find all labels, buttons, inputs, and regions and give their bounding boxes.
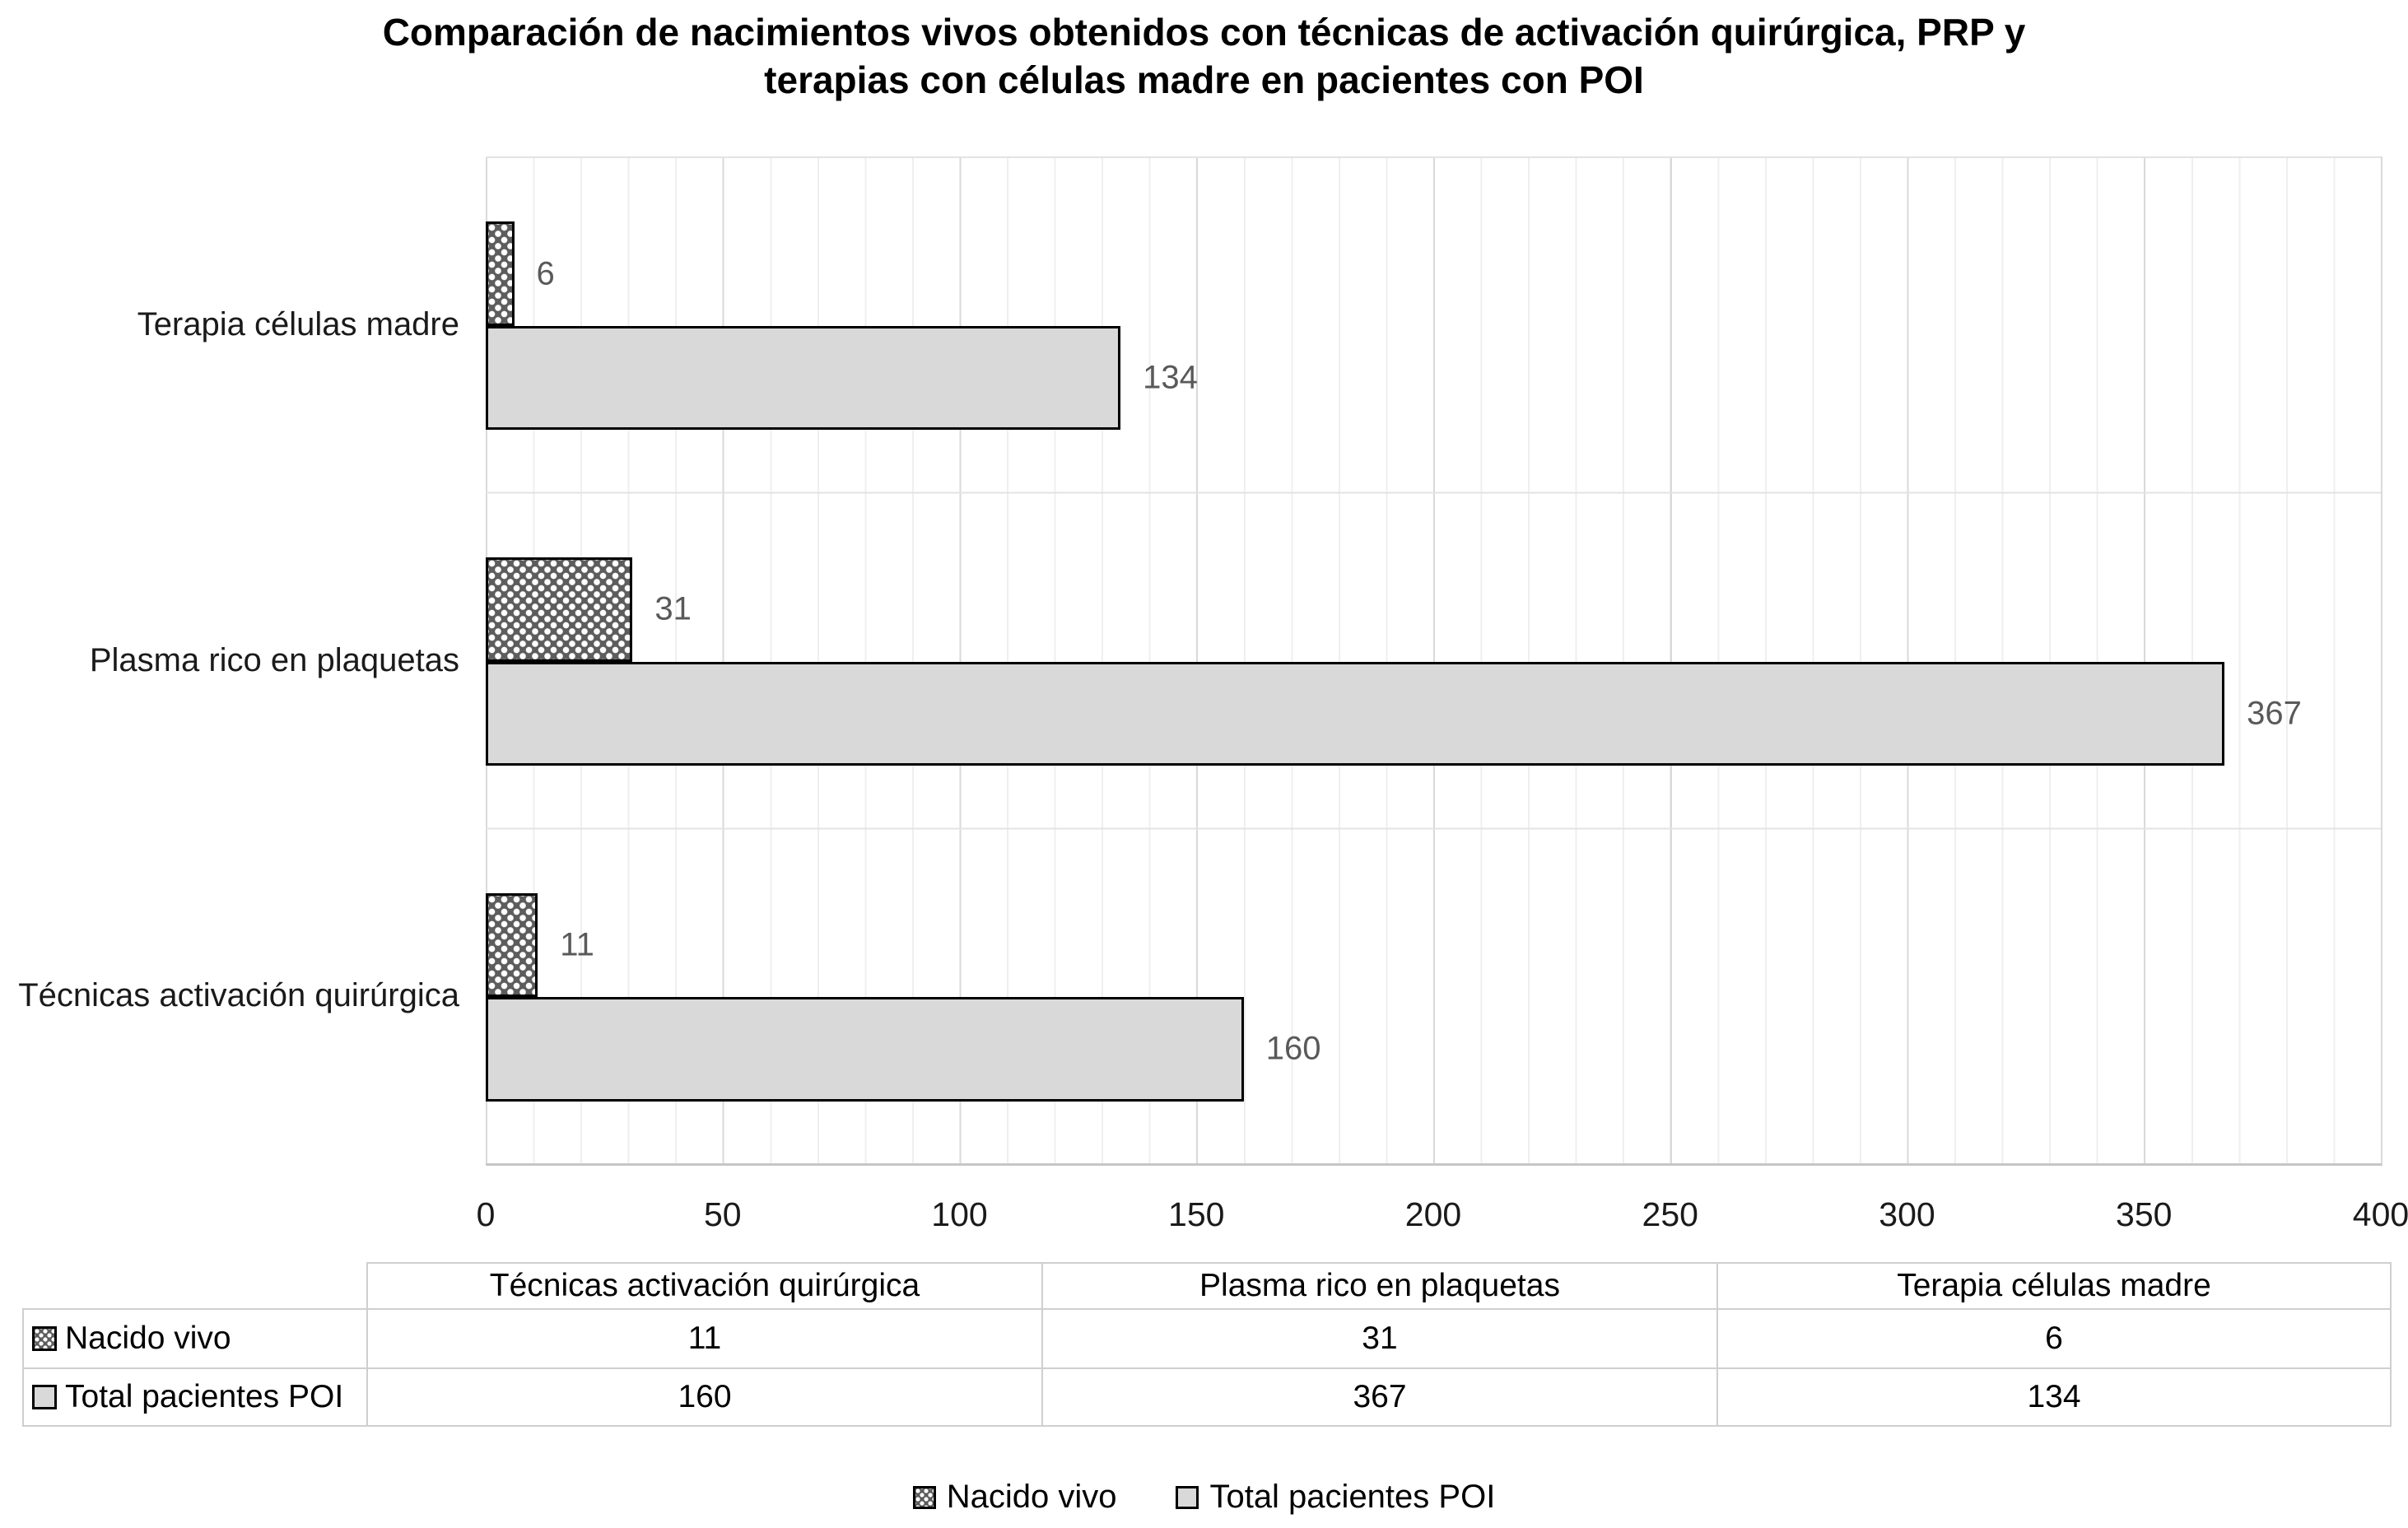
data-label: 160 [1265,1030,1321,1067]
bar-total-pacientes-poi: 134 [486,325,1198,431]
bar-nacido-vivo: 31 [486,557,692,662]
legend-item-total-poi: Total pacientes POI [1176,1479,1495,1516]
table-cell: 31 [1041,1308,1716,1367]
table-header-terapia: Terapia células madre [1716,1262,2392,1308]
table-cell: 134 [1716,1367,2392,1427]
table-row-label-nacido-vivo: Nacido vivo [22,1308,366,1367]
bar-nacido-vivo: 6 [486,221,555,326]
chart-title-line-1: Comparación de nacimientos vivos obtenid… [382,11,2026,54]
band-tecnicas-activacion: 11 160 [486,827,2381,1163]
data-label: 134 [1143,359,1198,396]
table-cell: 367 [1041,1367,1716,1427]
plot-area: 6 134 31 367 11 160 [486,156,2382,1166]
bar-nacido-vivo: 11 [486,892,594,998]
data-label: 31 [654,590,692,627]
table-row-label-total-poi: Total pacientes POI [22,1367,366,1427]
x-axis: 0 50 100 150 200 250 300 350 400 [477,1195,2408,1240]
x-tick: 350 [2116,1195,2173,1233]
band-plasma-rico-en-plaquetas: 31 367 [486,492,2381,828]
nacido-vivo-pattern-swatch-icon [912,1485,936,1509]
data-label: 367 [2247,695,2302,732]
series-name: Nacido vivo [65,1321,231,1356]
series-name: Total pacientes POI [65,1379,344,1414]
chart-title: Comparación de nacimientos vivos obtenid… [0,8,2408,104]
nacido-vivo-pattern-swatch-icon [32,1326,57,1351]
chart-title-line-2: terapias con células madre en pacientes … [764,58,1644,101]
category-label-tecnicas-activacion: Técnicas activación quirúrgica [18,977,459,1013]
data-table: Técnicas activación quirúrgica Plasma ri… [22,1262,2392,1427]
legend-item-nacido-vivo: Nacido vivo [912,1479,1117,1516]
bar-total-pacientes-poi: 367 [486,661,2302,766]
x-tick: 50 [703,1195,742,1233]
category-label-plasma-rico-en-plaquetas: Plasma rico en plaquetas [89,641,459,678]
table-cell: 11 [366,1308,1041,1367]
legend-label: Total pacientes POI [1209,1479,1496,1515]
table-stub-cell [22,1262,366,1308]
x-tick: 0 [476,1195,496,1233]
table-header-tecnicas: Técnicas activación quirúrgica [366,1262,1041,1308]
total-poi-solid-swatch-icon [1176,1485,1199,1509]
legend-label: Nacido vivo [946,1479,1117,1515]
data-label: 11 [560,926,594,963]
table-header-plasma: Plasma rico en plaquetas [1041,1262,1716,1308]
x-tick: 100 [931,1195,988,1233]
x-tick: 300 [1879,1195,1935,1233]
band-terapia-celulas-madre: 6 134 [486,156,2381,492]
table-cell: 160 [366,1367,1041,1427]
x-tick: 250 [1642,1195,1698,1233]
bar-total-pacientes-poi: 160 [486,997,1321,1102]
total-poi-solid-swatch-icon [32,1385,57,1409]
x-tick: 150 [1168,1195,1225,1233]
category-label-terapia-celulas-madre: Terapia células madre [137,305,459,342]
x-tick: 400 [2352,1195,2408,1233]
data-label: 6 [536,255,555,292]
legend: Nacido vivo Total pacientes POI [0,1479,2408,1516]
table-cell: 6 [1716,1308,2392,1367]
x-tick: 200 [1404,1195,1462,1233]
